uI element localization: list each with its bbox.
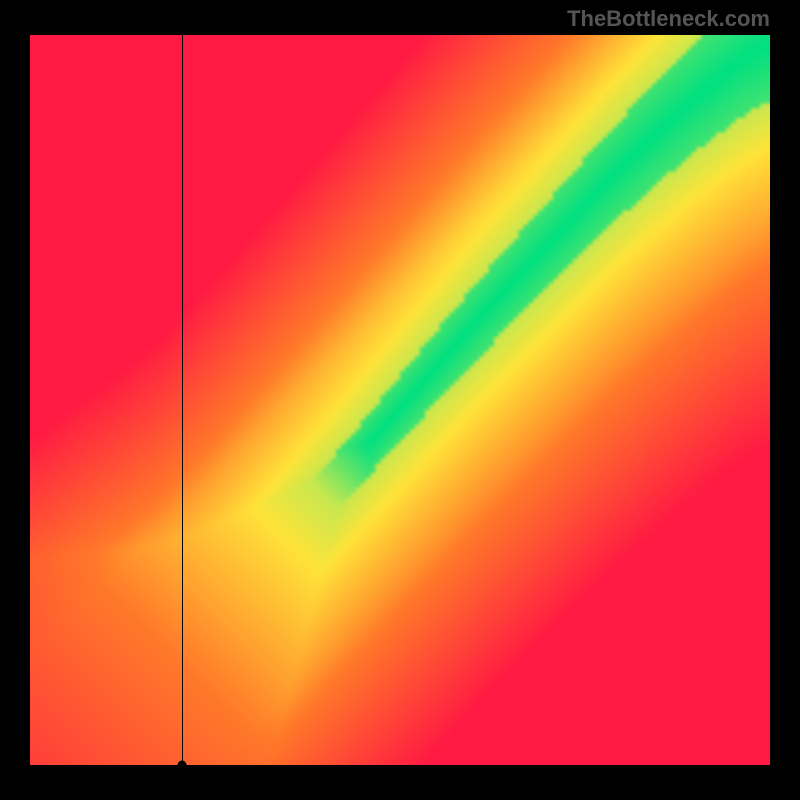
crosshair-horizontal: [30, 765, 770, 766]
heatmap-canvas: [30, 35, 770, 765]
crosshair-marker: [177, 761, 186, 770]
crosshair-vertical: [182, 35, 183, 765]
attribution-text: TheBottleneck.com: [567, 6, 770, 32]
